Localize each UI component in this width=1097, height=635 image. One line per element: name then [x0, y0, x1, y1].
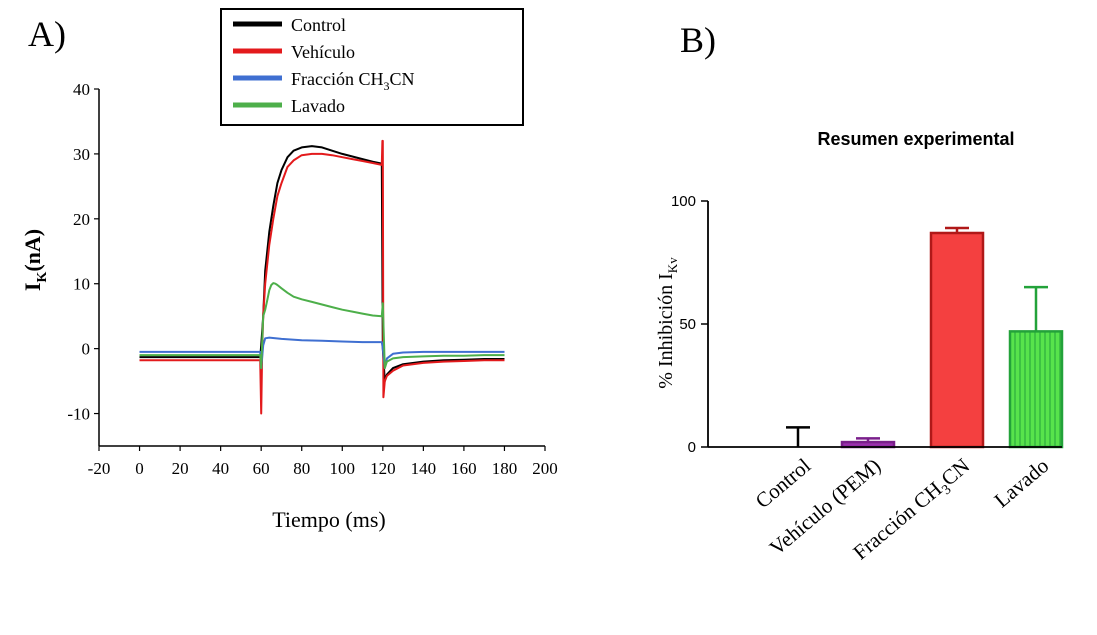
legend-label-lavado: Lavado	[291, 96, 345, 116]
panel-a-y-ticks: 40 30 20 10 0 -10	[67, 80, 99, 424]
panel-b-category-label: Lavado	[990, 453, 1054, 512]
panel-a-legend: Control Vehículo Fracción CH3CN Lavado	[220, 8, 524, 126]
current-traces	[139, 139, 505, 415]
panel-a-x-tick-label: 80	[293, 459, 310, 478]
panel-a-y-tick-label: -10	[67, 405, 90, 424]
panel-b-category-label: Control	[751, 453, 816, 513]
panel-a-x-tick-label: 120	[370, 459, 396, 478]
panel-a-y-tick-label: 10	[73, 275, 90, 294]
panel-a-x-tick-label: 100	[330, 459, 356, 478]
trace-vehiculo	[139, 139, 505, 415]
panel-b-title: Resumen experimental	[817, 129, 1014, 149]
panel-a-x-tick-label: 40	[212, 459, 229, 478]
panel-a-axes	[98, 89, 545, 447]
trace-control	[139, 145, 505, 383]
legend-label-control: Control	[291, 15, 346, 35]
panel-a-x-tick-label: 180	[492, 459, 518, 478]
panel-a-y-tick-label: 30	[73, 145, 90, 164]
legend-label-vehiculo: Vehículo	[291, 42, 355, 62]
panel-b-y-tick-label: 100	[671, 193, 696, 210]
panel-b-bars	[786, 226, 1064, 449]
panel-a-y-axis-label: IK(nA)	[20, 229, 50, 291]
panel-a-x-ticks: -20 0 20 40 60 80 100 120 140 160 180 200	[88, 446, 558, 478]
panel-a-x-tick-label: 140	[411, 459, 437, 478]
panel-b-y-tick-label: 0	[688, 439, 696, 456]
panel-a-x-tick-label: 60	[253, 459, 270, 478]
bar-fraccion	[929, 231, 985, 449]
panel-b-y-tick-label: 50	[679, 316, 696, 333]
panel-label-b: B)	[680, 20, 716, 60]
panel-a-x-tick-label: 20	[172, 459, 189, 478]
bar-lavado	[1008, 330, 1064, 449]
legend-label-fraccion: Fracción CH3CN	[291, 69, 415, 93]
panel-b-y-axis-label: % Inhibición IKv	[655, 257, 680, 389]
panel-b-bar-chart: Resumen experimental 0 50 100 ControlVehíc…	[655, 129, 1064, 564]
panel-b-y-ticks: 0 50 100	[671, 193, 708, 456]
panel-label-a: A)	[28, 14, 66, 54]
panel-a-y-tick-label: 20	[73, 210, 90, 229]
panel-a-y-tick-label: 0	[82, 340, 91, 359]
panel-a-x-tick-label: -20	[88, 459, 111, 478]
trace-fraccion	[139, 336, 505, 370]
trace-lavado	[139, 282, 505, 370]
panel-a-x-tick-label: 0	[135, 459, 144, 478]
panel-a-y-tick-label: 40	[73, 80, 90, 99]
panel-a-x-axis-label: Tiempo (ms)	[272, 507, 385, 532]
panel-a-x-tick-label: 160	[451, 459, 477, 478]
panel-a-x-tick-label: 200	[532, 459, 558, 478]
